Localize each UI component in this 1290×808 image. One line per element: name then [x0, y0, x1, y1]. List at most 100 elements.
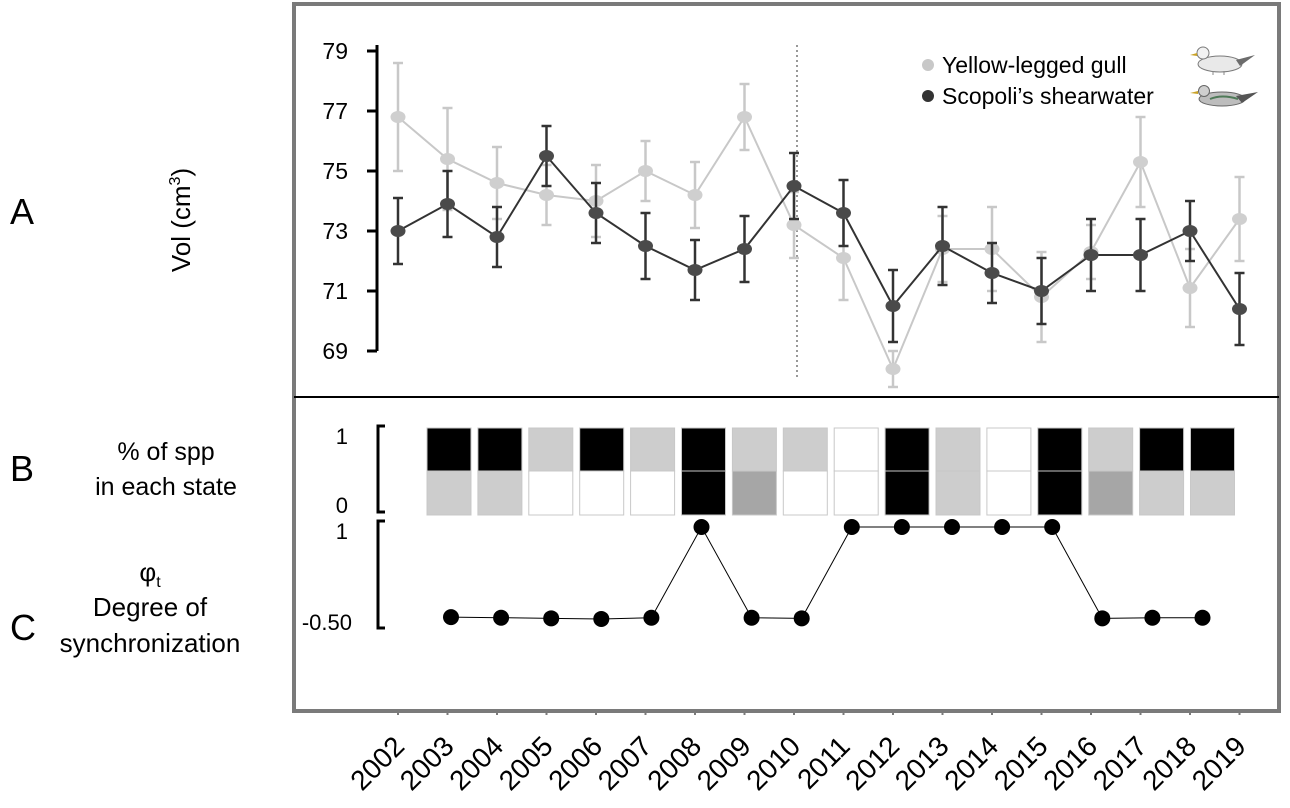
- sync-point: [543, 610, 560, 627]
- state-cell-top: [833, 427, 879, 472]
- data-point: [935, 240, 950, 252]
- panel-c-y-tick-label: -0.50: [302, 610, 352, 635]
- data-point: [539, 189, 554, 201]
- data-point: [885, 363, 901, 375]
- panel-label-a: A: [10, 191, 34, 232]
- panel-c-series: [443, 519, 1211, 627]
- state-cell-bottom: [477, 470, 523, 516]
- state-cell-top: [1088, 427, 1134, 472]
- panel-b-y-tick-label: 1: [336, 424, 348, 449]
- x-tick-label: 2013: [889, 730, 955, 796]
- panel-a-y-tick-label: 71: [322, 278, 348, 304]
- panel-a-ylabel-close: ): [166, 168, 196, 177]
- data-point: [489, 177, 505, 189]
- state-cell-bottom: [1190, 470, 1235, 516]
- panel-a-ylabel-main: Vol (cm: [166, 185, 196, 272]
- panel-a-y-axis: 79 77 75 73 71 69: [322, 38, 379, 364]
- sync-point: [1144, 609, 1161, 626]
- state-cell-top: [681, 427, 726, 472]
- panel-a-y-tick-label: 73: [322, 218, 348, 244]
- x-tick-label: 2004: [443, 730, 509, 796]
- x-tick-label: 2015: [988, 730, 1054, 796]
- state-cell-top: [1139, 427, 1185, 472]
- panel-label-c: C: [10, 607, 36, 648]
- panel-b-y-bracket: [376, 424, 385, 514]
- data-point: [687, 189, 703, 201]
- sync-point: [593, 610, 610, 627]
- data-point: [836, 207, 851, 219]
- series-scopolis-shearwater: [390, 124, 1247, 347]
- panel-a-y-tick-label: 69: [322, 338, 348, 364]
- series-line: [397, 154, 1241, 310]
- data-point: [984, 267, 1000, 279]
- data-point: [440, 153, 455, 165]
- state-cell-bottom: [528, 470, 574, 516]
- state-cell-bottom: [579, 470, 625, 516]
- sync-line: [450, 525, 1203, 620]
- legend-marker-gull: [922, 59, 934, 71]
- data-point: [539, 150, 554, 162]
- series-line: [397, 114, 1241, 372]
- panel-c-ylabel-phi: φ: [139, 557, 156, 587]
- x-tick-label: 2012: [839, 730, 905, 796]
- state-cell-bottom: [1139, 470, 1185, 516]
- sync-point: [1194, 609, 1211, 626]
- data-point: [390, 225, 406, 237]
- x-tick-label: 2009: [691, 730, 757, 796]
- figure-frame: [292, 2, 1281, 713]
- x-tick-label: 2007: [592, 730, 658, 796]
- state-cell-bottom: [1088, 470, 1134, 516]
- legend: Yellow-legged gull Scopoli’s shearwater: [922, 46, 1258, 109]
- x-tick-label: 2011: [791, 730, 856, 795]
- data-point: [390, 111, 406, 123]
- data-point: [836, 252, 851, 264]
- legend-marker-shearwater: [922, 90, 934, 102]
- data-point: [489, 231, 505, 243]
- data-point: [1133, 249, 1148, 261]
- x-tick-label: 2018: [1136, 730, 1202, 796]
- data-point: [687, 264, 703, 276]
- state-cell-top: [1037, 427, 1083, 472]
- data-point: [1182, 225, 1198, 237]
- sync-point: [1044, 519, 1061, 535]
- panel-b-ylabel-line1: % of spp: [117, 438, 214, 466]
- state-cell-top: [1190, 427, 1235, 472]
- legend-label-shearwater: Scopoli’s shearwater: [942, 83, 1154, 109]
- data-point: [1232, 303, 1247, 315]
- state-cell-top: [782, 427, 828, 472]
- panel-b-y-tick-label: 0: [336, 493, 348, 518]
- panel-a-y-tick-label: 77: [322, 98, 348, 124]
- state-cell-top: [579, 427, 625, 472]
- data-point: [737, 243, 752, 255]
- panel-c-ylabel-sub: t: [156, 574, 161, 591]
- panel-b-state-cells: [426, 427, 1235, 516]
- state-cell-bottom: [884, 470, 930, 516]
- state-cell-top: [630, 427, 676, 472]
- series-yellow-legged-gull: [390, 61, 1247, 389]
- x-tick-label: 2017: [1087, 730, 1153, 796]
- data-point: [885, 300, 901, 312]
- panel-a-ylabel-sup: 3: [167, 176, 184, 185]
- panel-c-ylabel-line2: synchronization: [60, 628, 241, 658]
- state-cell-bottom: [782, 470, 828, 516]
- state-cell-bottom: [630, 470, 676, 516]
- panel-b-y-axis: 10: [336, 424, 385, 518]
- state-cell-top: [477, 427, 523, 472]
- x-tick-label: 2014: [938, 730, 1004, 796]
- sync-point: [1094, 610, 1111, 627]
- shearwater-illustration-icon: [1190, 85, 1258, 107]
- x-tick-label: 2008: [641, 730, 707, 796]
- x-tick-label: 2002: [344, 730, 410, 796]
- gull-illustration-icon: [1190, 46, 1255, 75]
- state-cell-bottom: [426, 470, 472, 516]
- legend-label-gull: Yellow-legged gull: [942, 52, 1127, 78]
- panel-c-ylabel-line1: Degree of: [93, 592, 208, 622]
- data-point: [737, 111, 752, 123]
- x-tick-label: 2003: [394, 730, 460, 796]
- state-cell-top: [426, 427, 472, 472]
- state-cell-bottom: [986, 470, 1032, 516]
- panel-label-b: B: [10, 448, 34, 489]
- panel-b-ylabel-line2: in each state: [95, 473, 237, 501]
- sync-point: [793, 610, 810, 627]
